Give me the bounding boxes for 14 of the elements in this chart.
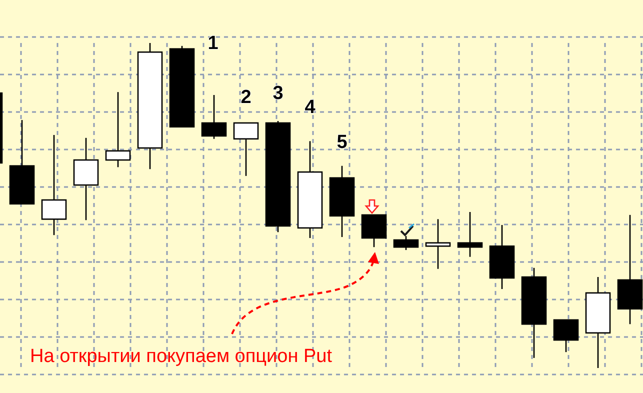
candlestick xyxy=(233,122,259,177)
annotation: 4 xyxy=(304,97,316,118)
annotation: 5 xyxy=(336,132,348,153)
candlestick xyxy=(553,319,579,353)
candlestick xyxy=(41,134,67,236)
candlestick xyxy=(457,211,483,258)
candlestick xyxy=(361,214,387,248)
candlestick xyxy=(425,218,451,270)
annotation: 1 xyxy=(208,33,219,54)
candlestick xyxy=(105,91,131,168)
annotation: На открытии покупаем опцион Put xyxy=(30,346,333,367)
annotation: 3 xyxy=(272,83,284,104)
candlestick xyxy=(201,94,227,140)
annotation: 2 xyxy=(240,86,252,108)
